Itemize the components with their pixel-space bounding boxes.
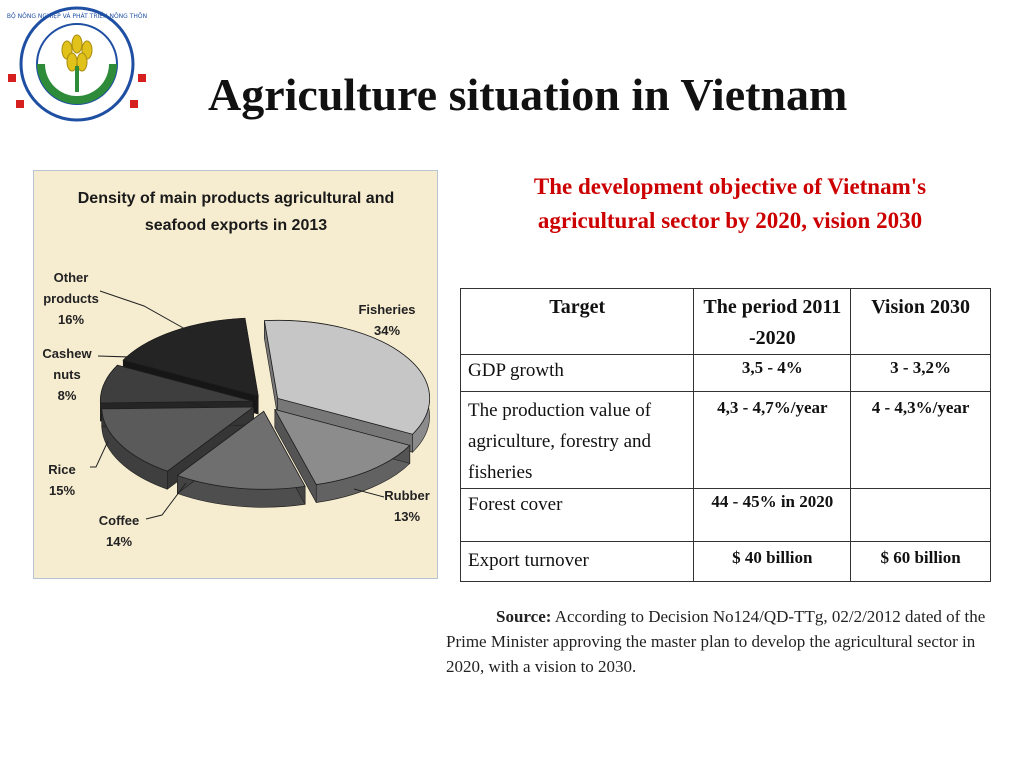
label-rubber-name: Rubber (384, 488, 430, 503)
label-fisheries-pct: 34% (373, 323, 401, 338)
label-cashew-nuts-name: Cashew nuts (42, 346, 92, 382)
leader-rice (90, 440, 109, 468)
label-other-products-name: Other products (43, 270, 99, 306)
page-title: Agriculture situation in Vietnam (208, 69, 848, 120)
source-label: Source: (496, 607, 552, 626)
pie-chart-canvas (90, 290, 431, 520)
pie-slice-rubber (274, 408, 411, 503)
pie-slice-coffee (176, 410, 306, 508)
objectives-table: Target The period 2011 -2020 Vision 2030… (459, 288, 991, 582)
label-fisheries: Fisheries 34% (354, 299, 420, 341)
label-rice: Rice 15% (34, 459, 90, 501)
label-rice-name: Rice (48, 462, 76, 477)
table-row: GDP growth 3,5 - 4% 3 - 3,2% (459, 354, 991, 392)
label-coffee-pct: 14% (105, 534, 133, 549)
cell-period: 44 - 45% in 2020 (693, 488, 852, 542)
cell-target: Export turnover (459, 541, 695, 582)
table-header-row: Target The period 2011 -2020 Vision 2030 (459, 288, 991, 355)
header-period: The period 2011 -2020 (693, 288, 852, 355)
label-coffee-name: Coffee (98, 513, 140, 528)
label-rubber-pct: 13% (393, 509, 421, 524)
ministry-logo: BỘ NÔNG NGHIỆP VÀ PHÁT TRIỂN NÔNG THÔN (4, 4, 150, 124)
source-text: According to Decision No124/QD-TTg, 02/2… (446, 607, 986, 676)
objective-heading: The development objective of Vietnam's a… (533, 174, 927, 233)
header-target: Target (459, 288, 695, 355)
table-row: The production value of agriculture, for… (459, 391, 991, 489)
cell-vision: $ 60 billion (850, 541, 991, 582)
cell-vision: 4 - 4,3%/year (850, 391, 991, 489)
label-rubber: Rubber 13% (376, 485, 437, 527)
ministry-logo-icon: BỘ NÔNG NGHIỆP VÀ PHÁT TRIỂN NÔNG THÔN (7, 6, 147, 122)
pie-slice-rice (101, 406, 255, 490)
label-other-products-pct: 16% (57, 312, 85, 327)
table-row: Forest cover 44 - 45% in 2020 (459, 488, 991, 542)
cell-target: Forest cover (459, 488, 695, 542)
header-vision: Vision 2030 (850, 288, 991, 355)
cell-vision (850, 488, 991, 542)
table-row: Export turnover $ 40 billion $ 60 billio… (459, 541, 991, 582)
label-other-products: Other products 16% (38, 267, 104, 330)
logo-ring-text: BỘ NÔNG NGHIỆP VÀ PHÁT TRIỂN NÔNG THÔN (7, 12, 147, 20)
leader-rubber (353, 488, 385, 498)
cell-period: $ 40 billion (693, 541, 852, 582)
label-fisheries-name: Fisheries (358, 302, 416, 317)
pie-chart: Density of main products agricultural an… (33, 170, 438, 579)
label-rice-pct: 15% (48, 483, 76, 498)
cell-target: The production value of agriculture, for… (459, 391, 695, 489)
cell-period: 4,3 - 4,7%/year (693, 391, 852, 489)
leader-other-products (99, 290, 195, 335)
source-note: Source: According to Decision No124/QD-T… (446, 604, 986, 679)
chart-title: Density of main products agricultural an… (77, 190, 395, 234)
leader-cashew-nuts (97, 355, 155, 368)
cell-target: GDP growth (459, 354, 695, 392)
label-cashew-nuts-pct: 8% (57, 388, 77, 403)
leader-coffee (145, 482, 187, 520)
label-coffee: Coffee 14% (86, 510, 152, 552)
cell-period: 3,5 - 4% (693, 354, 852, 392)
label-cashew-nuts: Cashew nuts 8% (36, 343, 98, 406)
cell-vision: 3 - 3,2% (850, 354, 991, 392)
